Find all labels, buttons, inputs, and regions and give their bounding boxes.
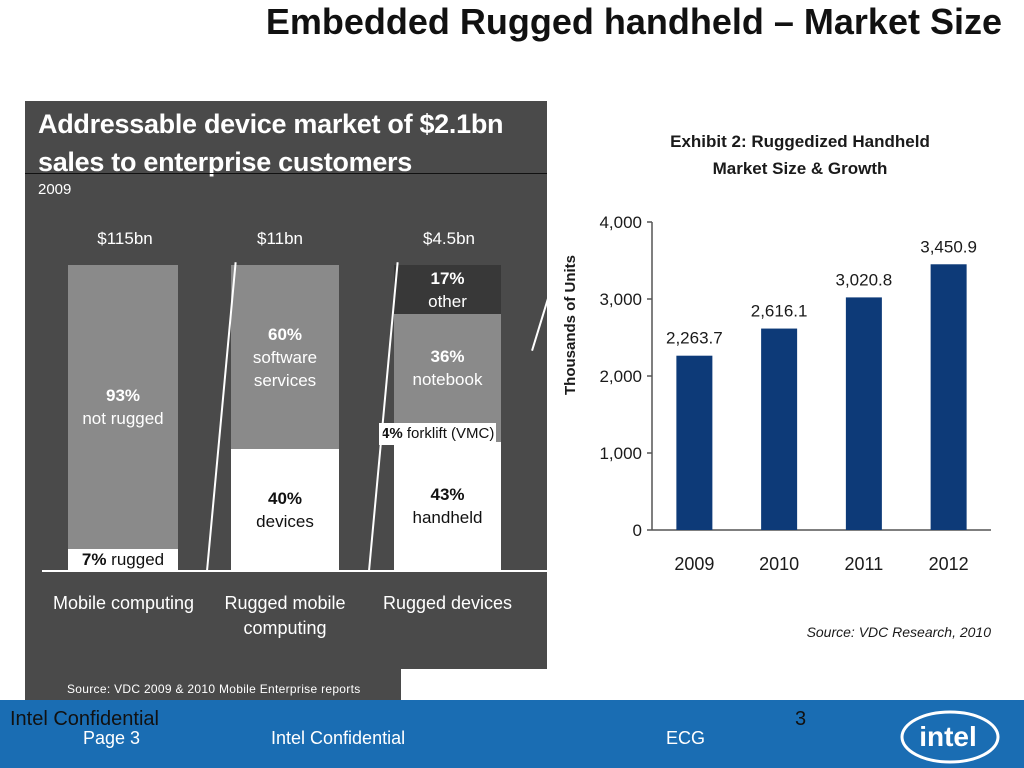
chart-y-tick-label: 4,000	[599, 213, 642, 232]
category-rugged-devices-line1: Rugged devices	[382, 593, 513, 613]
category-rugged-mobile-computing: Rugged mobile computing	[210, 591, 360, 641]
footer-page: Page 3	[83, 728, 141, 748]
panel-source-box: Source: VDC 2009 & 2010 Mobile Enterpris…	[25, 669, 401, 702]
segment-not-rugged: 93% not rugged	[68, 265, 178, 549]
devices-label: devices	[256, 511, 314, 531]
intel-logo-icon: intel	[900, 710, 1000, 764]
panel-separator	[25, 173, 547, 174]
devices-pct: 40%	[267, 488, 303, 508]
category-rugged-devices: Rugged devices	[375, 591, 520, 616]
market-size-chart: Exhibit 2: Ruggedized Handheld Market Si…	[562, 132, 992, 640]
notebook-label: notebook	[412, 369, 483, 389]
slide-footer: Intel Confidential 3 Page 3 Intel Confid…	[0, 700, 1024, 768]
chart-data-label: 2,263.7	[666, 329, 723, 348]
rugged-pct: 7%	[81, 550, 107, 569]
chart-x-tick-label: 2011	[845, 554, 884, 574]
column-header-mobile: $115bn	[97, 229, 153, 248]
chart-y-tick-label: 0	[633, 521, 642, 540]
slide-number: 3	[795, 708, 807, 730]
rugged-label: rugged	[106, 550, 165, 569]
not-rugged-label: not rugged	[82, 409, 164, 428]
footer-confidential: Intel Confidential	[10, 708, 159, 730]
forklift-pct: 4%	[381, 425, 403, 442]
chart-bar	[676, 355, 713, 530]
panel-title: Addressable device market of $2.1bn sale…	[38, 105, 504, 181]
software-label2: services	[253, 370, 317, 390]
panel-baseline	[42, 570, 547, 572]
footer-group: ECG	[666, 728, 706, 748]
chart-bar	[761, 328, 798, 530]
panel-title-line2: sales to enterprise customers	[38, 147, 412, 177]
forklift-label: forklift (VMC)	[402, 425, 495, 442]
notebook-pct: 36%	[430, 346, 465, 366]
footer-center-text: Intel Confidential	[271, 728, 406, 748]
category-rugged-mobile-line2: computing	[243, 618, 327, 638]
segment-devices: 40% devices	[231, 449, 339, 570]
handheld-label: handheld	[412, 508, 483, 527]
panel-year: 2009	[38, 181, 72, 198]
chart-source: Source: VDC Research, 2010	[807, 624, 992, 640]
category-mobile-computing: Mobile computing	[41, 591, 206, 616]
segment-handheld: 43% handheld	[394, 442, 501, 570]
connector-line-3	[531, 271, 557, 351]
chart-y-tick-label: 2,000	[599, 367, 642, 386]
chart-y-axis-label: Thousands of Units	[562, 255, 579, 395]
intel-logo-text: intel	[919, 721, 977, 752]
chart-bar	[930, 264, 967, 530]
segment-notebook: 36% notebook	[394, 314, 501, 421]
chart-title-line1: Exhibit 2: Ruggedized Handheld	[670, 132, 930, 151]
panel-title-line1: Addressable device market of $2.1bn	[38, 109, 504, 139]
chart-data-label: 3,020.8	[836, 270, 893, 289]
other-label: other	[428, 291, 467, 311]
segment-rugged: 7% rugged	[68, 549, 178, 570]
column-header-rugged-devices: $4.5bn	[423, 229, 475, 248]
chart-x-tick-label: 2009	[674, 554, 714, 574]
chart-y-tick-label: 3,000	[599, 290, 642, 309]
chart-x-tick-label: 2010	[759, 554, 799, 574]
not-rugged-pct: 93%	[105, 386, 141, 405]
column-header-rugged-mobile: $11bn	[256, 229, 303, 248]
forklift-callout: 4% forklift (VMC)	[379, 423, 497, 445]
slide-title: Embedded Rugged handheld – Market Size	[265, 1, 1002, 42]
chart-title-line2: Market Size & Growth	[713, 159, 888, 178]
chart-data-label: 2,616.1	[751, 302, 808, 321]
other-pct: 17%	[430, 268, 465, 288]
chart-x-tick-label: 2012	[929, 554, 969, 574]
category-mobile-line1: Mobile computing	[52, 593, 195, 613]
segment-software-services: 60% software services	[231, 265, 339, 449]
chart-bar	[845, 297, 882, 530]
chart-data-label: 3,450.9	[920, 237, 977, 256]
chart-plot-area: 0 1,000 2,000 3,000 4,000 2,263.7 2009 2,616.1 2…	[599, 213, 991, 574]
panel-source: Source: VDC 2009 & 2010 Mobile Enterpris…	[67, 682, 361, 696]
market-breakdown-panel: Addressable device market of $2.1bn sale…	[25, 101, 557, 669]
handheld-pct: 43%	[430, 485, 465, 504]
software-pct: 60%	[267, 324, 303, 344]
category-rugged-mobile-line1: Rugged mobile	[224, 593, 346, 613]
segment-other: 17% other	[394, 265, 501, 314]
chart-y-tick-label: 1,000	[599, 444, 642, 463]
software-label1: software	[252, 347, 318, 367]
